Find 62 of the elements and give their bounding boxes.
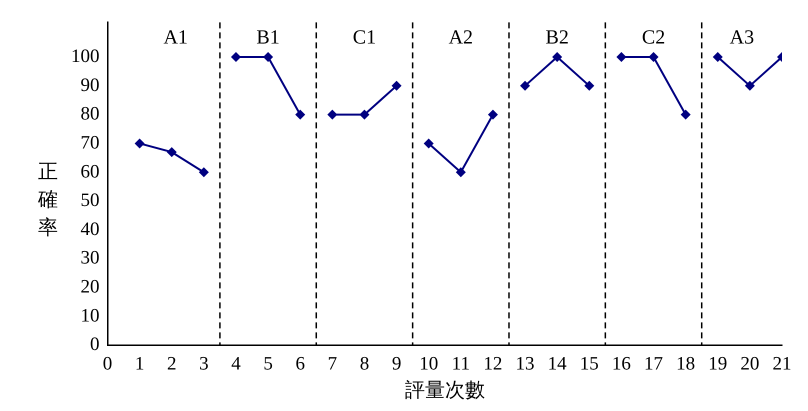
x-tick-label: 14: [548, 354, 568, 375]
x-tick-label: 0: [102, 354, 112, 375]
x-tick-label: 18: [676, 354, 696, 375]
x-tick-label: 8: [360, 354, 370, 375]
point: [584, 80, 594, 91]
point: [230, 52, 241, 62]
annotation: C1: [352, 26, 376, 49]
point: [198, 167, 209, 178]
x-tick-label: 1: [134, 354, 144, 375]
x-tick-label: 16: [612, 354, 631, 375]
point: [648, 52, 659, 62]
x-tick-label: 17: [644, 354, 664, 375]
x-tick-label: 20: [740, 354, 760, 375]
x-tick-label: 3: [199, 354, 209, 375]
y-tick-label: 40: [80, 218, 100, 240]
point: [520, 80, 530, 91]
x-tick-label: 10: [419, 354, 438, 375]
y-tick-label: 90: [80, 74, 100, 96]
point: [744, 80, 755, 91]
annotation: B2: [545, 26, 569, 49]
x-tick-label: 4: [231, 354, 242, 375]
y-tick-label: 80: [80, 104, 100, 125]
y-axis-title: 正確率: [38, 160, 58, 241]
y-tick-label: 100: [71, 46, 100, 67]
point: [295, 110, 306, 120]
x-tick-label: 12: [483, 354, 502, 375]
x-tick-label: 13: [516, 354, 535, 375]
point: [359, 110, 370, 120]
point: [327, 110, 338, 120]
point: [552, 52, 562, 62]
point: [616, 52, 626, 62]
x-tick-label: 11: [452, 354, 470, 375]
point: [392, 80, 402, 91]
x-tick-label: 9: [392, 354, 402, 375]
x-tick-label: 15: [580, 354, 599, 375]
x-tick-label: 5: [263, 354, 273, 375]
x-tick-label: 2: [166, 354, 176, 375]
x-tick-label: 21: [772, 354, 792, 375]
annotation: A2: [448, 26, 474, 49]
y-tick-label: 20: [80, 276, 100, 298]
point: [166, 147, 177, 158]
point: [712, 52, 723, 62]
point: [680, 110, 691, 120]
x-tick-label: 19: [708, 354, 728, 375]
y-tick-label: 0: [90, 334, 100, 356]
y-tick-label: 60: [80, 161, 100, 182]
x-tick-label: 7: [328, 354, 338, 375]
point: [456, 167, 466, 178]
x-axis-title: 評量次數: [404, 379, 485, 402]
point: [263, 52, 274, 62]
annotation: A1: [163, 26, 188, 49]
annotation: C2: [642, 26, 666, 49]
x-tick-label: 6: [295, 354, 305, 375]
annotation: A3: [730, 26, 754, 49]
y-tick-label: 70: [80, 132, 100, 154]
point: [488, 110, 498, 120]
y-tick-label: 50: [80, 190, 100, 212]
y-tick-label: 10: [80, 305, 100, 326]
annotation: B1: [256, 26, 280, 49]
point: [134, 138, 145, 148]
point: [424, 138, 434, 148]
y-tick-label: 30: [80, 248, 100, 269]
